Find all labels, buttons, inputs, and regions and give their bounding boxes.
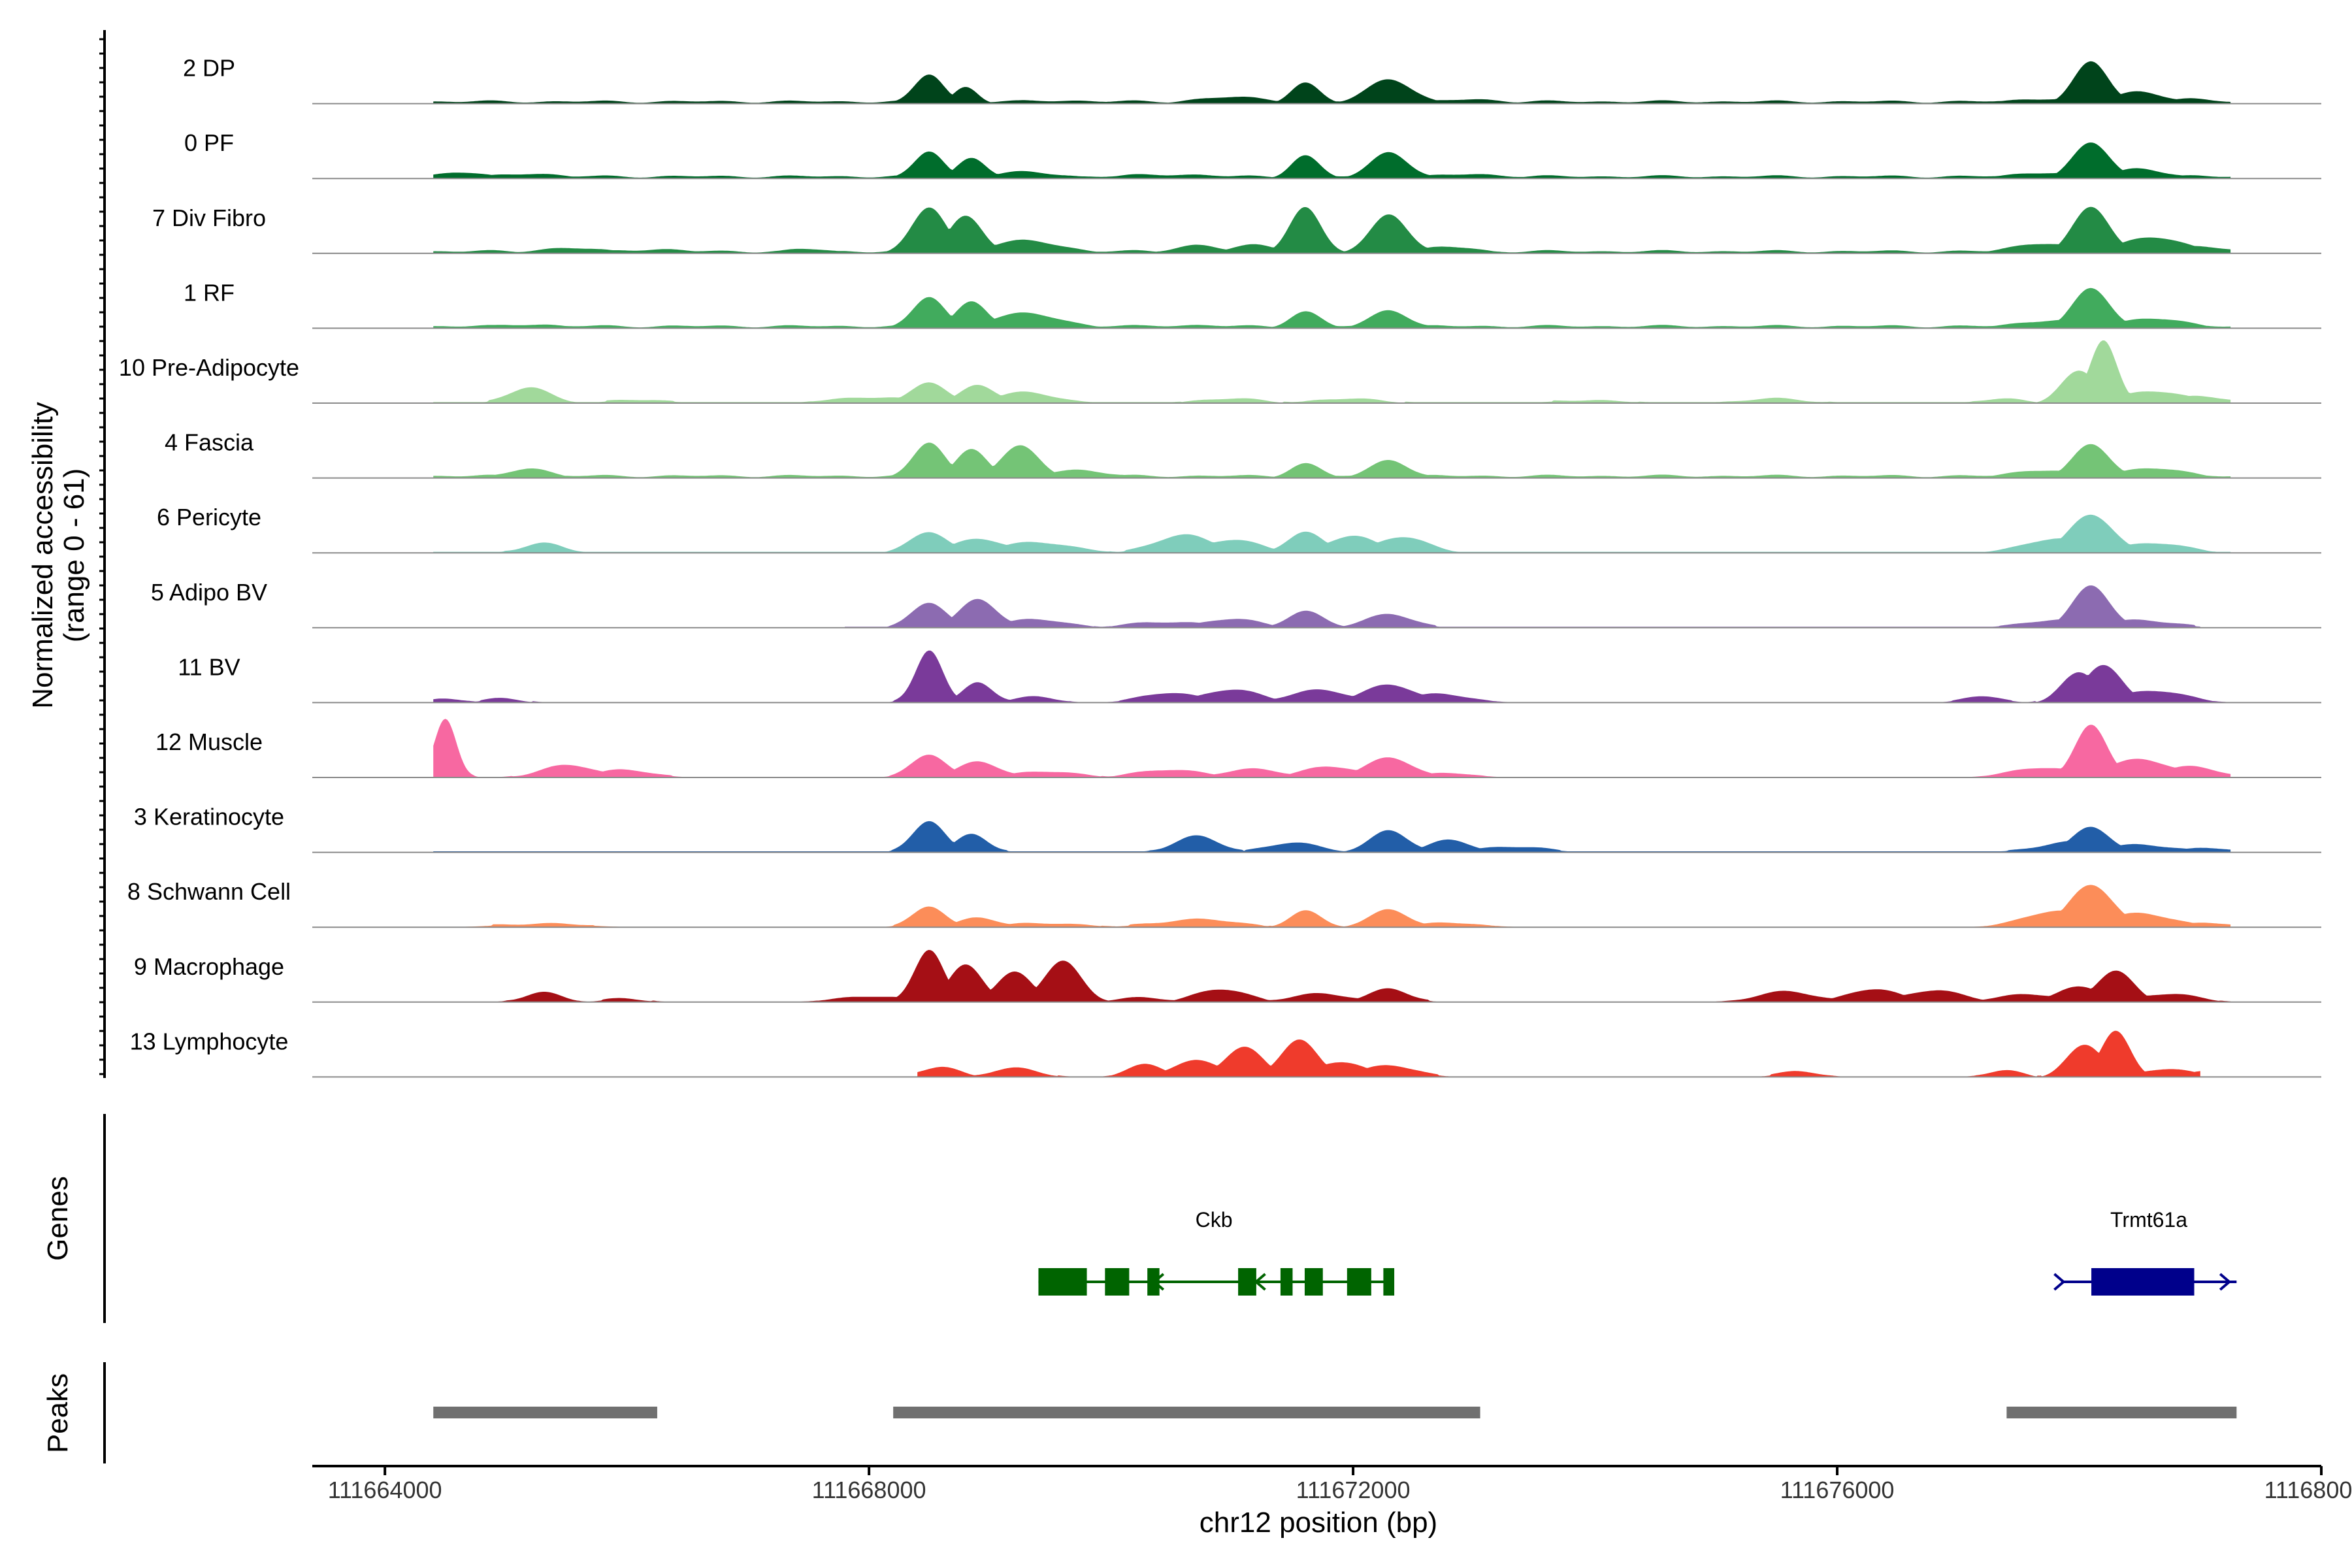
gene-exon [1280, 1268, 1293, 1296]
track-2-dp: 2 DP [183, 55, 2321, 105]
accessibility-area [433, 719, 2231, 777]
accessibility-area [433, 950, 2231, 1002]
x-tick-label: 111672000 [1296, 1477, 1411, 1503]
accessibility-tracks: 2 DP 0 PF 7 Div Fibro 1 RF 10 Pre-Adipocyte 4… [119, 55, 2321, 1078]
accessibility-y-axis-range: (range 0 - 61) [58, 468, 90, 643]
accessibility-y-axis-ticks [99, 38, 105, 1075]
peaks-panel-label: Peaks [42, 1373, 74, 1453]
track-5-adipo-bv: 5 Adipo BV [151, 579, 2321, 629]
gene-name: Trmt61a [2110, 1208, 2187, 1232]
track-label: 0 PF [184, 129, 234, 156]
peak-region [893, 1407, 1480, 1418]
x-tick-label: 111668000 [812, 1477, 926, 1503]
peak-region [2006, 1407, 2237, 1418]
track-label: 6 Pericyte [157, 504, 261, 531]
strand-arrow [1254, 1273, 1266, 1291]
gene-ckb: Ckb [1038, 1208, 1395, 1296]
accessibility-area [433, 61, 2231, 104]
accessibility-area [433, 340, 2231, 403]
x-axis-label: chr12 position (bp) [1200, 1507, 1437, 1539]
accessibility-area [917, 1030, 2200, 1077]
track-label: 5 Adipo BV [151, 579, 267, 606]
track-label: 3 Keratinocyte [134, 804, 284, 830]
accessibility-area [433, 206, 2231, 253]
x-tick-label: 111680000 [2264, 1477, 2352, 1503]
track-9-macrophage: 9 Macrophage [134, 950, 2321, 1003]
gene-exon [1347, 1268, 1371, 1296]
track-6-pericyte: 6 Pericyte [157, 504, 2321, 554]
accessibility-area [433, 885, 2231, 928]
track-label: 10 Pre-Adipocyte [119, 354, 299, 381]
gene-name: Ckb [1196, 1208, 1233, 1232]
track-1-rf: 1 RF [184, 279, 2321, 329]
accessibility-area [433, 287, 2231, 329]
track-label: 13 Lymphocyte [130, 1028, 289, 1054]
gene-annotations: Ckb Trmt61a [1038, 1208, 2237, 1296]
x-tick-label: 111664000 [328, 1477, 442, 1503]
genes-panel-label: Genes [42, 1176, 74, 1261]
gene-exon [1105, 1268, 1130, 1296]
peak-region [433, 1407, 657, 1418]
gene-exon [2091, 1268, 2195, 1296]
track-3-keratinocyte: 3 Keratinocyte [134, 804, 2321, 853]
track-label: 7 Div Fibro [152, 204, 266, 231]
track-4-fascia: 4 Fascia [165, 429, 2321, 479]
track-label: 12 Muscle [155, 728, 263, 755]
track-11-bv: 11 BV [178, 650, 2321, 704]
gene-exon [1238, 1268, 1256, 1296]
strand-arrow [2053, 1273, 2066, 1291]
track-13-lymphocyte: 13 Lymphocyte [130, 1028, 2321, 1078]
accessibility-area [433, 650, 2231, 703]
gene-exon [1304, 1268, 1323, 1296]
track-label: 2 DP [183, 55, 235, 82]
accessibility-y-axis-label: Normalized accessibility [27, 402, 59, 708]
track-8-schwann-cell: 8 Schwann Cell [127, 878, 2321, 928]
track-7-div-fibro: 7 Div Fibro [152, 204, 2321, 254]
x-axis-ticks: 111664000 111668000 111672000 111676000 1116… [328, 1466, 2352, 1503]
track-label: 8 Schwann Cell [127, 878, 291, 905]
track-label: 1 RF [184, 279, 235, 306]
track-label: 11 BV [178, 653, 240, 680]
accessibility-area [433, 442, 2231, 478]
track-label: 9 Macrophage [134, 953, 284, 980]
gene-trmt61a: Trmt61a [2053, 1208, 2237, 1296]
x-tick-label: 111676000 [1780, 1477, 1895, 1503]
peak-regions [433, 1407, 2237, 1418]
gene-exon [1383, 1268, 1395, 1296]
gene-exon [1038, 1268, 1087, 1296]
track-0-pf: 0 PF [184, 129, 2321, 180]
accessibility-area [845, 585, 2200, 628]
track-label: 4 Fascia [165, 429, 254, 456]
strand-arrow [2172, 1273, 2185, 1291]
track-12-muscle: 12 Muscle [155, 719, 2321, 778]
track-10-pre-adipocyte: 10 Pre-Adipocyte [119, 340, 2321, 404]
accessibility-area [433, 514, 2231, 553]
strand-arrow [2219, 1273, 2232, 1291]
accessibility-area [433, 821, 2231, 853]
strand-arrow [1152, 1273, 1165, 1291]
accessibility-area [433, 142, 2231, 179]
